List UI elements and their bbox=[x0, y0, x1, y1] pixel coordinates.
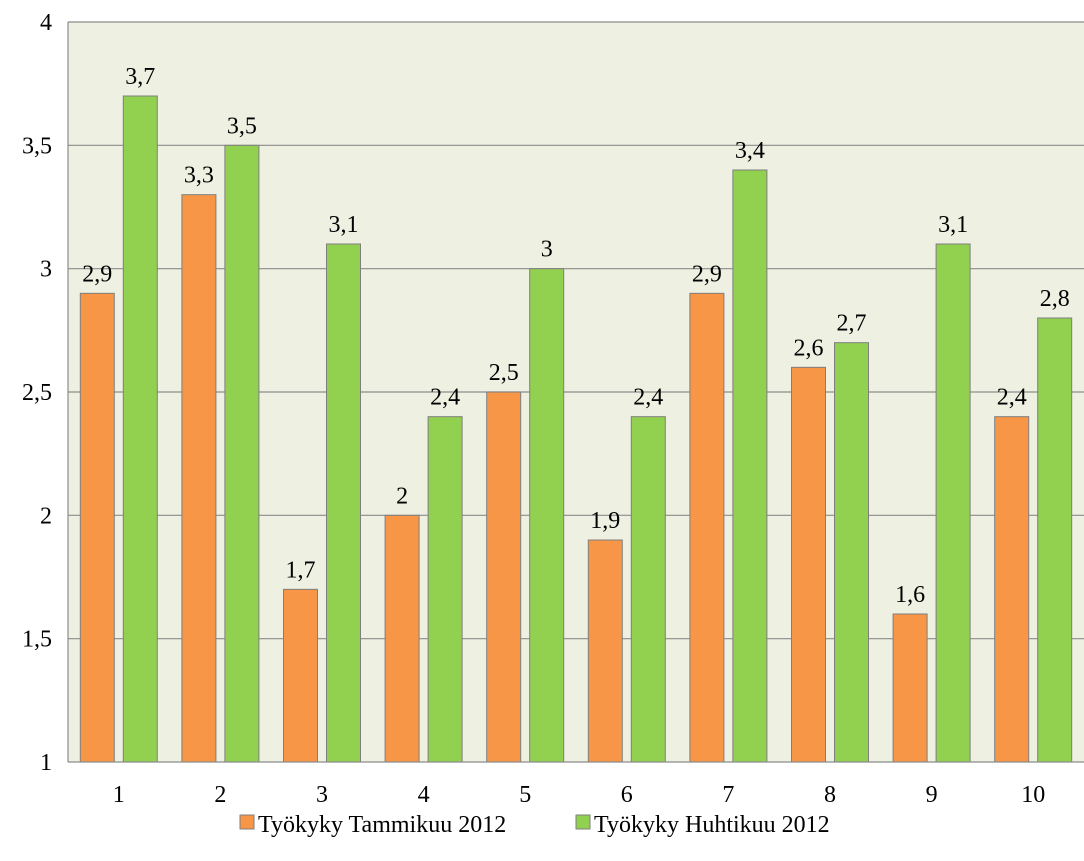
legend: Työkyky Tammikuu 2012 Työkyky Huhtikuu 20… bbox=[239, 812, 830, 838]
legend-swatch-series-2 bbox=[575, 814, 591, 830]
bars bbox=[79, 95, 1073, 763]
data-label-series-1-cat-10: 2,4 bbox=[997, 385, 1027, 411]
bar-series-1-cat-5 bbox=[486, 391, 522, 763]
data-label-series-1-cat-9: 1,6 bbox=[895, 582, 925, 608]
x-tick-label: 5 bbox=[519, 782, 531, 808]
data-label-series-1-cat-4: 2 bbox=[396, 483, 408, 509]
data-label-series-2-cat-5: 3 bbox=[541, 237, 553, 263]
legend-swatch-series-1 bbox=[239, 814, 255, 830]
data-label-series-2-cat-4: 2,4 bbox=[430, 385, 460, 411]
x-tick-label: 2 bbox=[214, 782, 226, 808]
data-label-series-2-cat-10: 2,8 bbox=[1040, 286, 1070, 312]
bar-series-2-cat-6 bbox=[630, 416, 666, 763]
axes: 1 1,5 2 2,5 3 3,5 4 1 2 3 4 5 6 7 8 9 10 bbox=[22, 10, 1084, 808]
x-tick-label: 4 bbox=[418, 782, 430, 808]
bar-series-2-cat-4 bbox=[427, 416, 463, 763]
x-tick-label: 1 bbox=[113, 782, 125, 808]
bar-series-1-cat-1 bbox=[79, 292, 115, 763]
data-label-series-2-cat-2: 3,5 bbox=[227, 113, 257, 139]
data-label-series-2-cat-8: 2,7 bbox=[837, 311, 867, 337]
bar-series-2-cat-1 bbox=[122, 95, 158, 763]
bar-series-1-cat-2 bbox=[181, 194, 217, 763]
bar-series-1-cat-6 bbox=[587, 539, 623, 763]
y-tick-label: 2,5 bbox=[22, 380, 52, 406]
y-tick-label: 1 bbox=[40, 750, 52, 776]
data-label-series-2-cat-6: 2,4 bbox=[633, 385, 663, 411]
bar-series-2-cat-5 bbox=[529, 268, 565, 763]
bar-series-1-cat-7 bbox=[689, 292, 725, 763]
data-label-series-2-cat-1: 3,7 bbox=[125, 64, 155, 90]
data-label-series-1-cat-5: 2,5 bbox=[489, 360, 519, 386]
y-tick-label: 3,5 bbox=[22, 133, 52, 159]
data-label-series-1-cat-2: 3,3 bbox=[184, 163, 214, 189]
bar-series-2-cat-9 bbox=[935, 243, 971, 763]
legend-label-series-2: Työkyky Huhtikuu 2012 bbox=[594, 812, 830, 838]
data-label-series-1-cat-3: 1,7 bbox=[286, 557, 316, 583]
y-tick-label: 4 bbox=[40, 10, 52, 36]
x-tick-label: 9 bbox=[926, 782, 938, 808]
data-label-series-2-cat-9: 3,1 bbox=[938, 212, 968, 238]
data-label-series-1-cat-7: 2,9 bbox=[692, 261, 722, 287]
bar-series-1-cat-4 bbox=[384, 514, 420, 763]
legend-label-series-1: Työkyky Tammikuu 2012 bbox=[258, 812, 506, 838]
bar-series-2-cat-2 bbox=[224, 144, 260, 763]
bar-series-1-cat-10 bbox=[994, 416, 1030, 763]
y-tick-label: 3 bbox=[40, 257, 52, 283]
bar-series-2-cat-8 bbox=[834, 342, 869, 763]
x-tick-label: 10 bbox=[1021, 782, 1045, 808]
bar-series-2-cat-3 bbox=[326, 243, 361, 763]
bar-series-1-cat-8 bbox=[791, 366, 826, 763]
x-tick-label: 7 bbox=[722, 782, 734, 808]
data-label-series-2-cat-7: 3,4 bbox=[735, 138, 765, 164]
data-label-series-2-cat-3: 3,1 bbox=[329, 212, 359, 238]
x-tick-label: 3 bbox=[316, 782, 328, 808]
data-labels: 2,9 3,7 3,3 3,5 1,7 3,1 2 2,4 2,5 3 1,9 2,4 2,9 3,4 2,… bbox=[82, 64, 1069, 608]
x-tick-label: 6 bbox=[621, 782, 633, 808]
data-label-series-1-cat-6: 1,9 bbox=[590, 508, 620, 534]
data-label-series-1-cat-8: 2,6 bbox=[794, 335, 824, 361]
bar-series-1-cat-3 bbox=[283, 588, 318, 763]
bar-series-2-cat-7 bbox=[732, 169, 768, 763]
y-tick-label: 2 bbox=[40, 503, 52, 529]
bar-series-1-cat-9 bbox=[892, 613, 928, 763]
data-label-series-1-cat-1: 2,9 bbox=[82, 261, 112, 287]
x-tick-label: 8 bbox=[824, 782, 836, 808]
bar-series-2-cat-10 bbox=[1037, 317, 1073, 763]
y-tick-label: 1,5 bbox=[22, 627, 52, 653]
